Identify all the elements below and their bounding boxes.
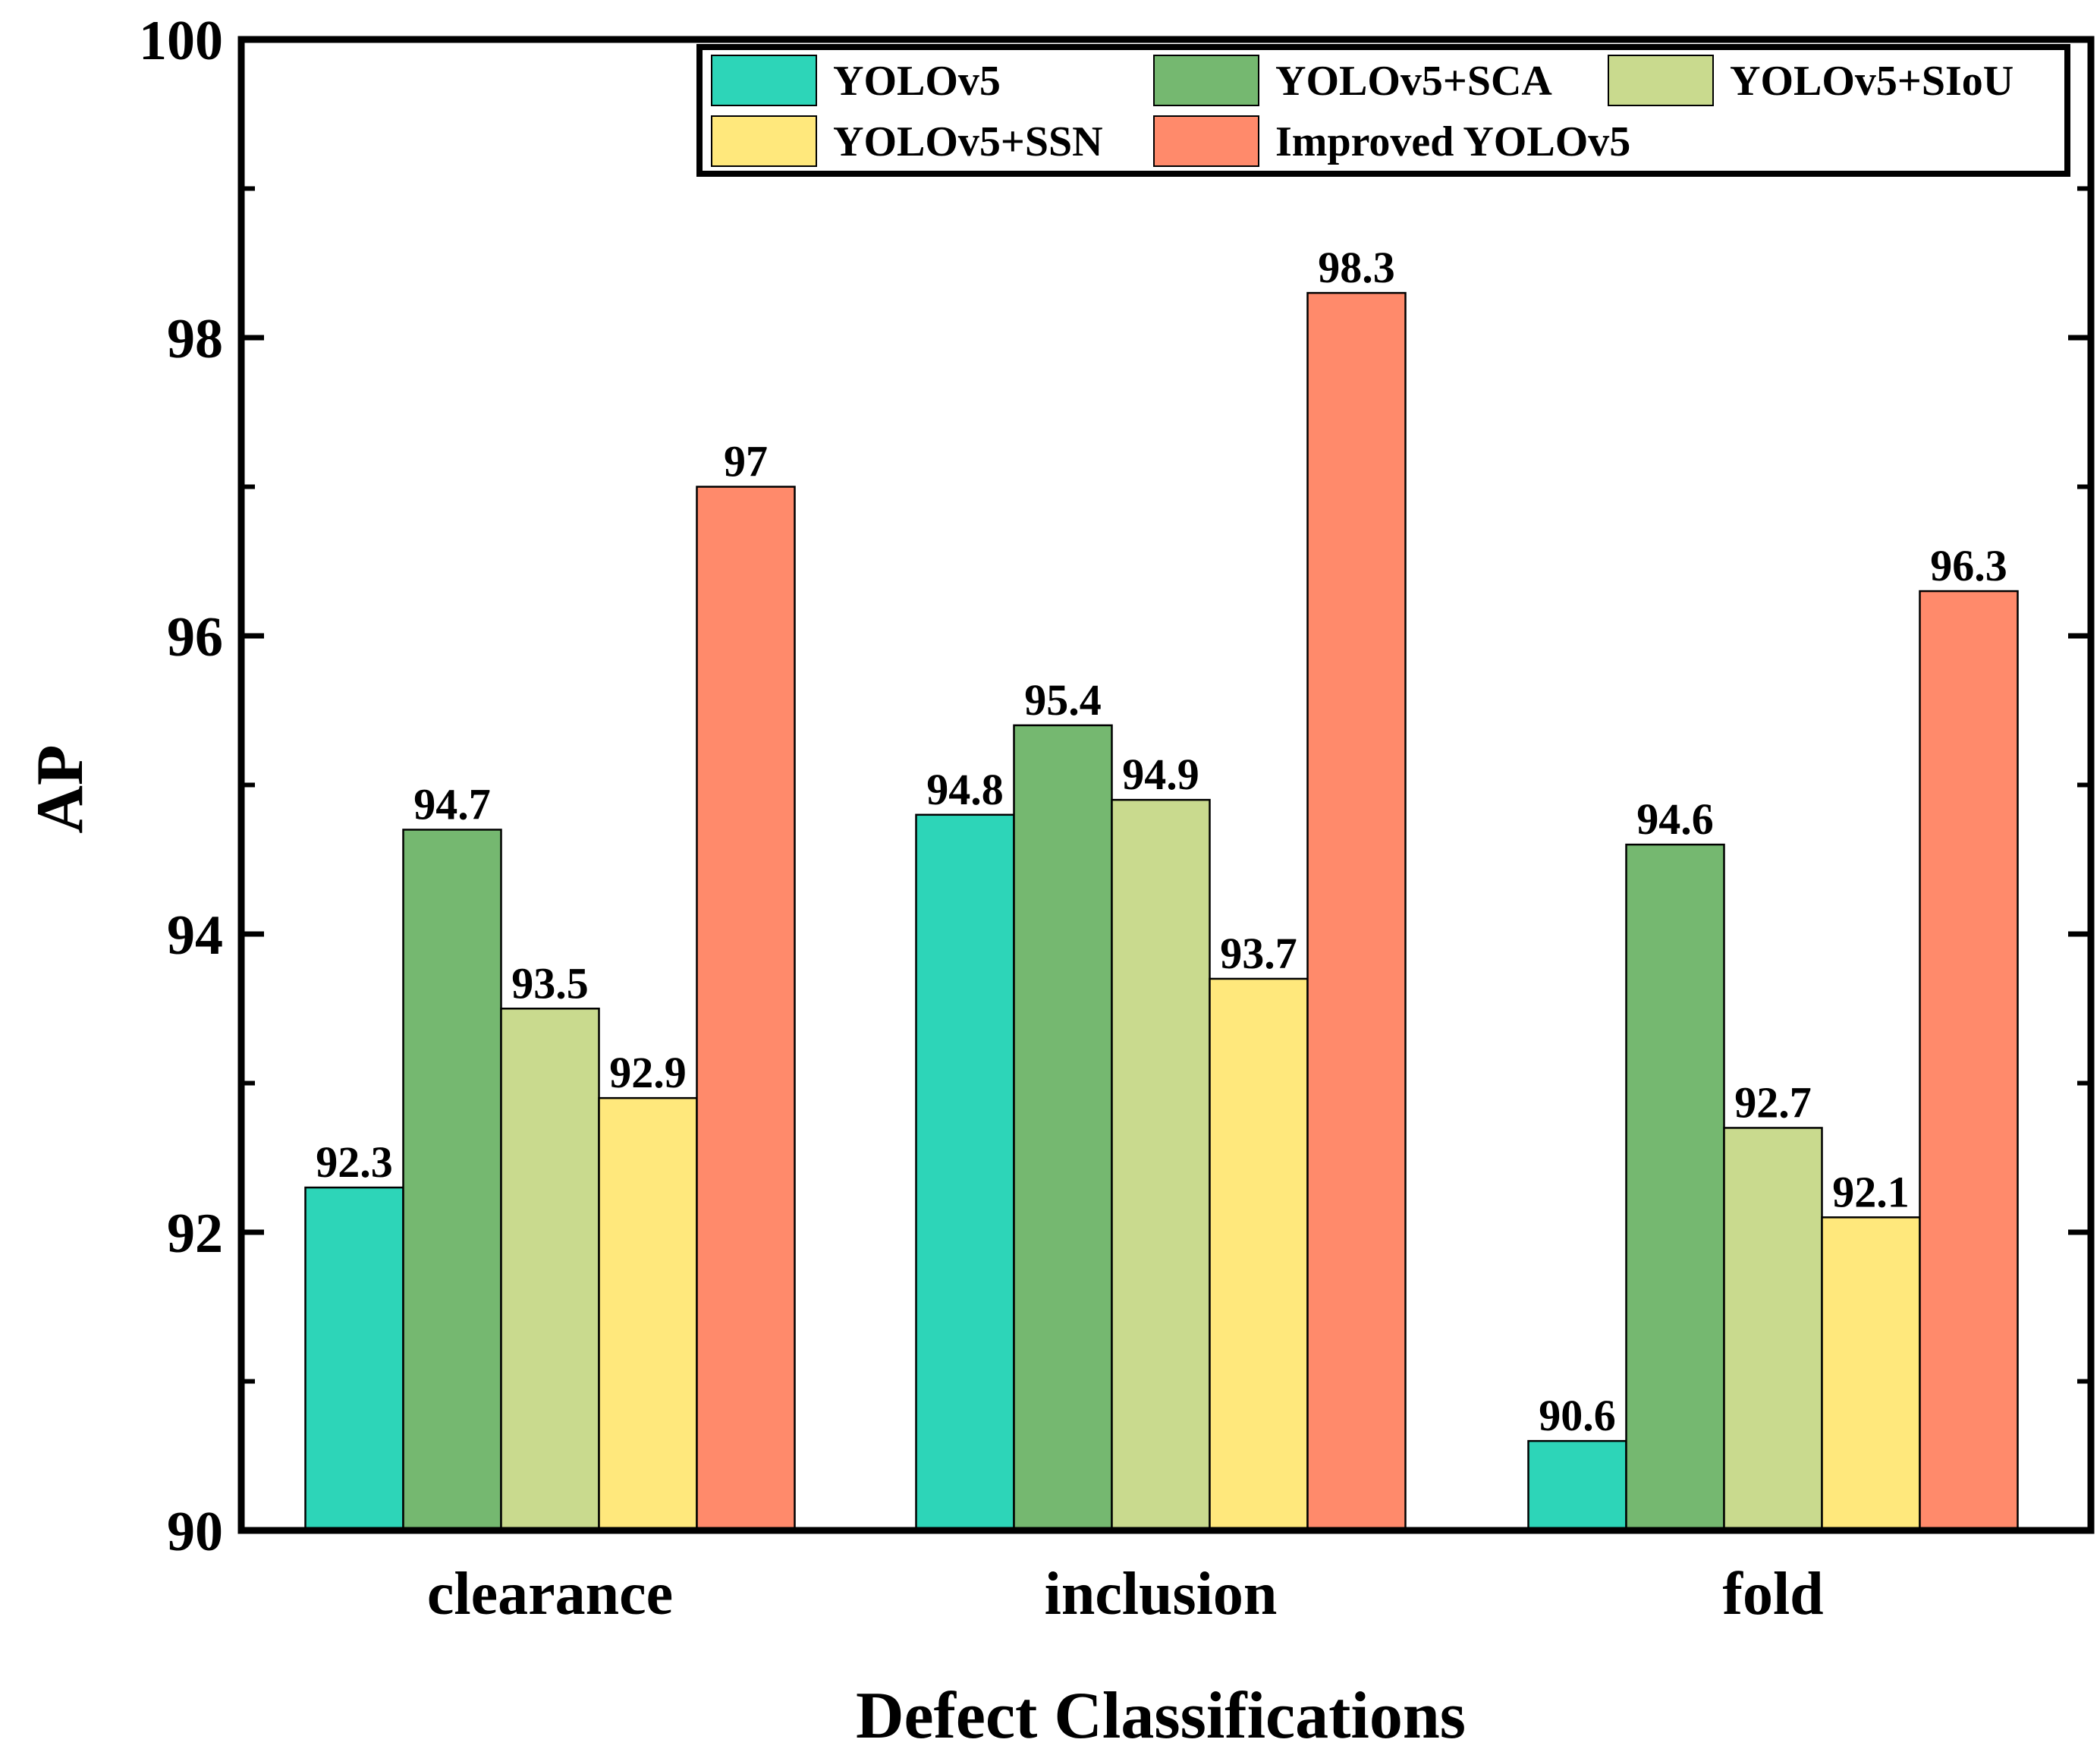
legend-label-series-5: Improved YOLOv5 [1275,118,1630,165]
legend-label-series-2: YOLOv5+SCA [1275,58,1552,105]
data-label-clearance-series-5: 97 [724,437,768,486]
data-label-inclusion-series-5: 98.3 [1318,243,1395,292]
x-category-label-fold: fold [1722,1561,1823,1628]
legend-swatch-series-4 [711,115,817,167]
bar-fold-series-2 [1625,843,1725,1532]
y-tick-label: 98 [167,308,223,370]
data-label-fold-series-3: 92.7 [1734,1077,1812,1127]
data-label-inclusion-series-4: 93.7 [1220,929,1297,978]
bar-clearance-series-1 [304,1186,404,1532]
bar-inclusion-series-5 [1306,291,1407,1532]
bar-clearance-series-3 [500,1008,600,1532]
bar-inclusion-series-4 [1209,977,1309,1532]
x-axis-title: Defect Classifications [856,1679,1466,1752]
y-axis-title: AP [24,744,97,833]
data-label-fold-series-2: 94.6 [1636,794,1714,844]
y-tick-label: 92 [167,1203,223,1265]
x-category-label-clearance: clearance [427,1561,673,1628]
bar-clearance-series-2 [402,829,502,1532]
legend-label-series-3: YOLOv5+SIoU [1730,58,2014,105]
x-category-label-inclusion: inclusion [1045,1561,1278,1628]
legend-swatch-series-3 [1608,55,1714,106]
data-label-clearance-series-4: 92.9 [609,1048,687,1097]
data-label-clearance-series-3: 93.5 [511,958,589,1008]
data-label-clearance-series-2: 94.7 [413,779,491,829]
data-label-inclusion-series-2: 95.4 [1024,675,1102,725]
bar-inclusion-series-3 [1111,798,1211,1532]
bar-clearance-series-4 [598,1096,698,1532]
bar-inclusion-series-2 [1013,724,1113,1532]
y-tick-label: 90 [167,1501,223,1563]
legend-swatch-series-5 [1153,115,1259,167]
data-label-fold-series-1: 90.6 [1539,1391,1616,1440]
data-label-clearance-series-1: 92.3 [316,1137,393,1187]
y-tick-label: 96 [167,606,223,668]
y-tick-label: 94 [167,904,223,967]
data-label-inclusion-series-3: 94.9 [1122,750,1199,799]
legend-label-series-4: YOLOv5+SSN [833,118,1103,165]
legend-label-series-1: YOLOv5 [833,58,1001,105]
bar-inclusion-series-1 [915,813,1015,1532]
legend-swatch-series-2 [1153,55,1259,106]
bar-fold-series-4 [1821,1216,1921,1532]
legend-box [696,44,2070,177]
data-label-inclusion-series-1: 94.8 [926,765,1004,814]
bar-fold-series-1 [1527,1439,1627,1532]
y-tick-label: 100 [139,10,223,72]
legend-swatch-series-1 [711,55,817,106]
data-label-fold-series-5: 96.3 [1930,541,2007,590]
bar-fold-series-3 [1723,1127,1823,1532]
bar-fold-series-5 [1919,590,2019,1532]
data-label-fold-series-4: 92.1 [1832,1167,1910,1216]
bar-clearance-series-5 [696,486,796,1532]
